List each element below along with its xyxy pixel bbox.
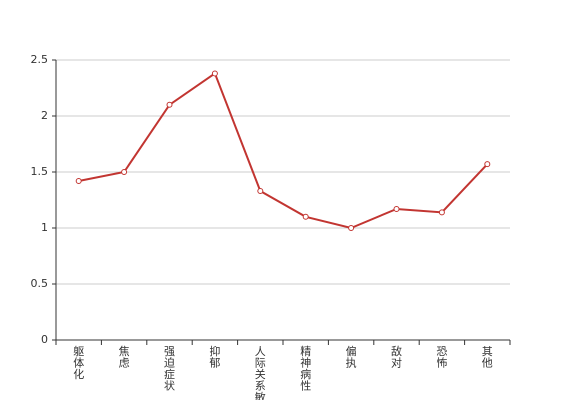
point (393, 205, 400, 212)
y-tick-label: 2 (41, 109, 48, 122)
y-tick-label: 0 (41, 333, 48, 346)
point (348, 225, 355, 231)
y-tick-label: 2.5 (31, 53, 49, 66)
point (166, 101, 173, 108)
point (484, 161, 491, 168)
y-tick-label: 1 (41, 221, 48, 234)
x-tick-label: 精神病性 (300, 345, 311, 393)
x-tick-label: 抑郁 (209, 344, 220, 370)
x-tick-label: 强迫症状 (164, 345, 175, 393)
y-tick-label: 0.5 (31, 277, 49, 290)
line (78, 71, 489, 230)
point (438, 209, 445, 216)
x-tick-label: 敌对 (391, 344, 402, 370)
x-tick-label: 躯体化 (73, 345, 84, 381)
y-tick-label: 1.5 (31, 165, 49, 178)
point (211, 70, 218, 77)
x-tick-label: 恐怖 (436, 345, 447, 370)
x-tick-label: 人际关系敏感 (255, 345, 266, 400)
x-tick-label: 其他 (482, 345, 493, 370)
point (75, 177, 82, 184)
point (121, 169, 128, 175)
point (257, 188, 264, 195)
x-tick-label: 焦虑 (119, 345, 130, 370)
point (302, 213, 309, 220)
x-tick-label: 偏执 (346, 344, 357, 370)
